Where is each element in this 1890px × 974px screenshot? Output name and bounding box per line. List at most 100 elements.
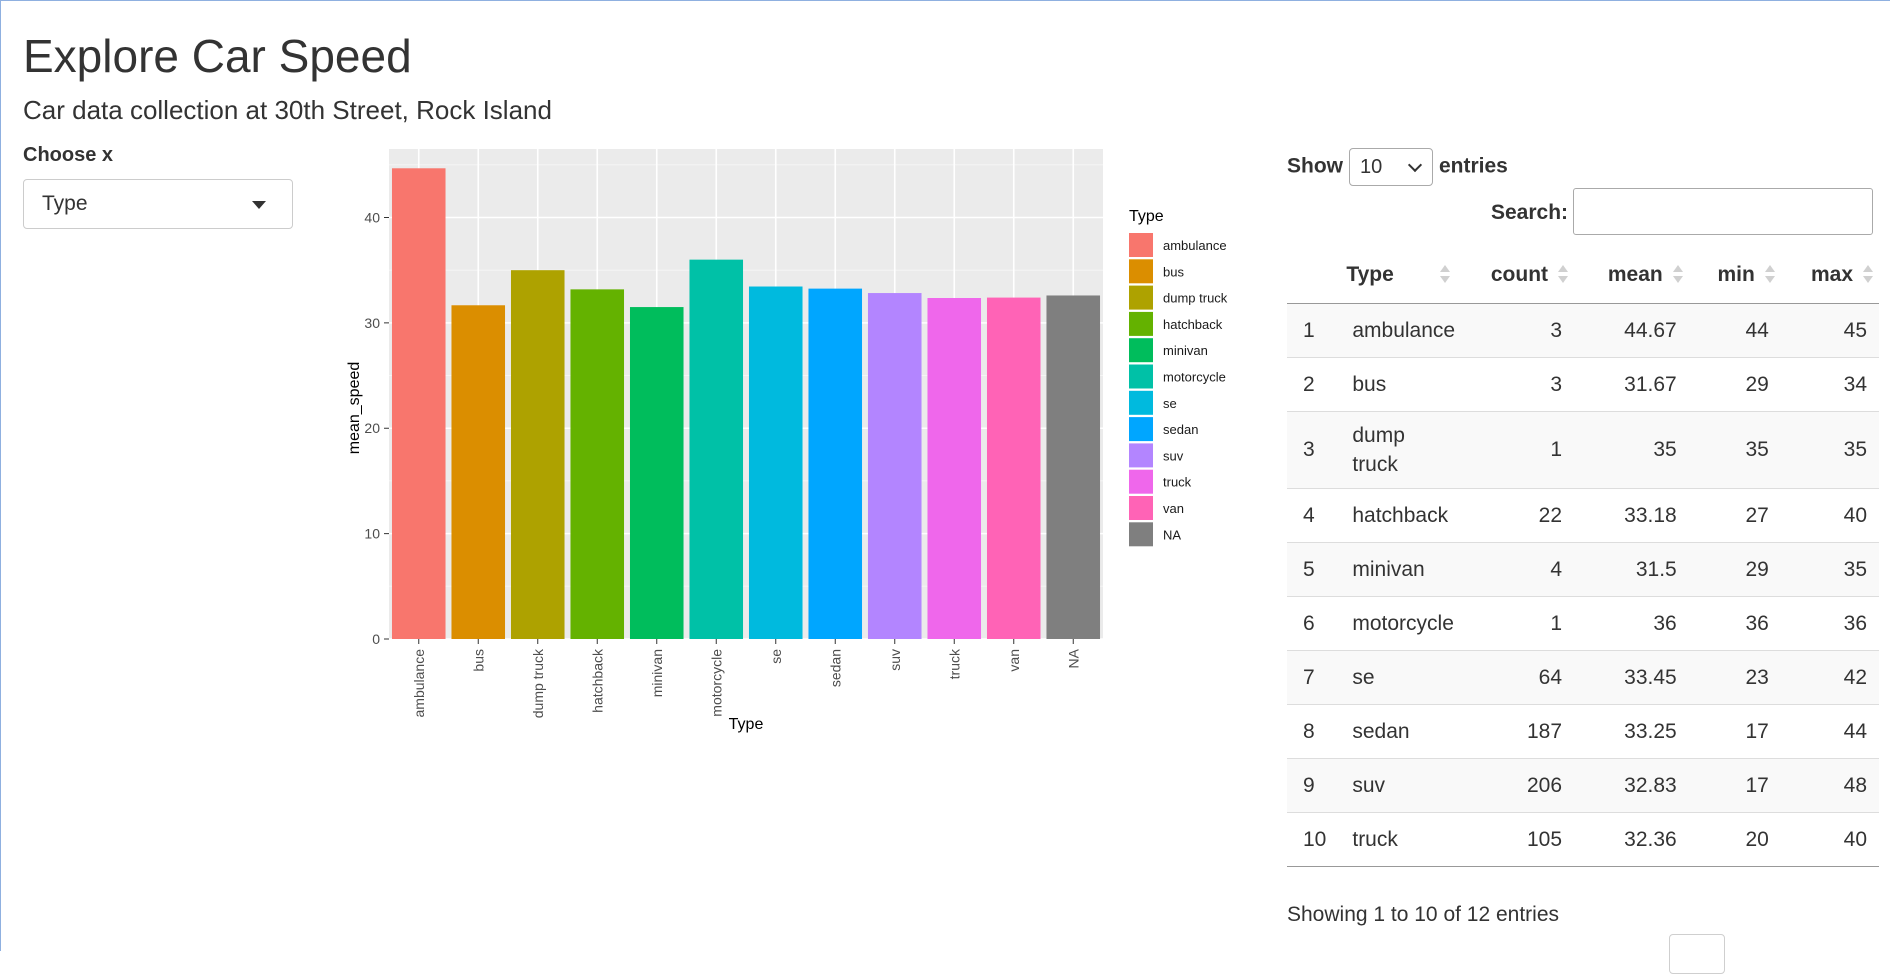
column-header-mean[interactable]: mean bbox=[1574, 247, 1689, 304]
search-label: Search: bbox=[1491, 201, 1569, 224]
x-tick-label: hatchback bbox=[589, 648, 605, 713]
x-tick-label: motorcycle bbox=[708, 649, 724, 717]
table-cell-count: 1 bbox=[1456, 410, 1575, 488]
table-cell-min: 20 bbox=[1688, 811, 1781, 867]
bar-minivan bbox=[629, 307, 684, 639]
table-info: Showing 1 to 10 of 12 entries bbox=[1287, 903, 1560, 926]
table-cell-min: 29 bbox=[1688, 541, 1781, 596]
bar-ambulance bbox=[391, 168, 446, 639]
legend-label: NA bbox=[1163, 527, 1181, 542]
table-row: 8 sedan 187 33.25 17 44 bbox=[1287, 703, 1879, 758]
table-cell-type: suv bbox=[1338, 757, 1457, 812]
entries-length-select[interactable]: 10 bbox=[1349, 148, 1433, 186]
legend-key bbox=[1129, 233, 1153, 257]
column-header-count[interactable]: count bbox=[1456, 247, 1575, 304]
legend-key bbox=[1129, 390, 1153, 415]
x-tick-label: ambulance bbox=[411, 649, 427, 718]
x-tick-label: suv bbox=[887, 649, 903, 671]
legend-title: Type bbox=[1129, 208, 1164, 225]
legend-key bbox=[1129, 496, 1153, 520]
table-cell-count: 22 bbox=[1456, 487, 1575, 542]
table-cell-type: bus bbox=[1338, 356, 1457, 411]
x-tick-label: dump truck bbox=[530, 648, 546, 718]
column-header-type[interactable]: Type bbox=[1338, 247, 1457, 304]
bar-dump-truck bbox=[510, 270, 565, 639]
table-cell-idx: 10 bbox=[1287, 811, 1339, 867]
sort-icon bbox=[1672, 265, 1683, 285]
legend-label: sedan bbox=[1163, 422, 1198, 437]
entries-length-control: Show 10 entries bbox=[1287, 148, 1508, 186]
column-header-max[interactable]: max bbox=[1780, 247, 1879, 304]
bar-NA bbox=[1046, 295, 1101, 639]
choose-x-selected-value: Type bbox=[42, 192, 88, 215]
column-header-min[interactable]: min bbox=[1688, 247, 1781, 304]
table-cell-min: 17 bbox=[1688, 703, 1781, 758]
table-cell-count: 3 bbox=[1456, 356, 1575, 411]
table-cell-idx: 8 bbox=[1287, 703, 1339, 758]
legend-label: hatchback bbox=[1163, 317, 1223, 332]
table-cell-type: minivan bbox=[1338, 541, 1457, 596]
y-tick-label: 10 bbox=[364, 526, 380, 542]
legend-key bbox=[1129, 469, 1153, 494]
choose-x-select[interactable]: Type bbox=[23, 179, 293, 229]
search-input[interactable] bbox=[1573, 188, 1873, 235]
legend-label: ambulance bbox=[1163, 238, 1227, 253]
table-row: 7 se 64 33.45 23 42 bbox=[1287, 649, 1879, 704]
table-cell-count: 4 bbox=[1456, 541, 1575, 596]
table-cell-type: ambulance bbox=[1338, 302, 1457, 357]
legend-label: se bbox=[1163, 396, 1177, 411]
table-cell-idx: 1 bbox=[1287, 302, 1339, 357]
table-cell-mean: 32.36 bbox=[1574, 811, 1689, 867]
entries-length-value: 10 bbox=[1360, 156, 1383, 178]
table-row: 2 bus 3 31.67 29 34 bbox=[1287, 356, 1879, 411]
table-cell-idx: 4 bbox=[1287, 487, 1339, 542]
table-cell-max: 45 bbox=[1780, 302, 1879, 357]
legend-key bbox=[1129, 285, 1153, 310]
table-cell-min: 27 bbox=[1688, 487, 1781, 542]
table-cell-max: 40 bbox=[1780, 811, 1879, 867]
table-cell-max: 35 bbox=[1780, 410, 1879, 488]
bar-van bbox=[986, 297, 1041, 639]
x-tick-label: minivan bbox=[649, 649, 665, 697]
legend-key bbox=[1129, 311, 1153, 336]
mean-speed-bar-chart: 0 10 20 30 40 ambulance bus dump truck hatchback… bbox=[346, 149, 1228, 733]
table-cell-idx: 7 bbox=[1287, 649, 1339, 704]
legend-label: truck bbox=[1163, 475, 1192, 490]
table-row: 1 ambulance 3 44.67 44 45 bbox=[1287, 302, 1879, 357]
pagination-button[interactable] bbox=[1669, 934, 1725, 974]
table-cell-idx: 3 bbox=[1287, 410, 1339, 488]
legend-label: dump truck bbox=[1163, 291, 1228, 306]
table-cell-idx: 9 bbox=[1287, 757, 1339, 812]
page-subtitle: Car data collection at 30th Street, Rock… bbox=[23, 95, 552, 125]
x-tick-label: truck bbox=[946, 648, 962, 679]
sort-icon bbox=[1440, 265, 1451, 285]
table-cell-mean: 31.67 bbox=[1574, 356, 1689, 411]
y-tick-label: 40 bbox=[364, 209, 380, 225]
bar-se bbox=[748, 286, 803, 639]
table-cell-min: 29 bbox=[1688, 356, 1781, 411]
table-cell-min: 35 bbox=[1688, 410, 1781, 488]
table-cell-idx: 6 bbox=[1287, 595, 1339, 650]
table-cell-mean: 36 bbox=[1574, 595, 1689, 650]
legend-label: minivan bbox=[1163, 343, 1208, 358]
table-cell-max: 34 bbox=[1780, 356, 1879, 411]
x-tick-label: bus bbox=[470, 649, 486, 672]
table-cell-mean: 33.18 bbox=[1574, 487, 1689, 542]
table-cell-mean: 31.5 bbox=[1574, 541, 1689, 596]
table-cell-mean: 32.83 bbox=[1574, 757, 1689, 812]
y-tick-label: 0 bbox=[372, 631, 380, 647]
bar-bus bbox=[451, 305, 506, 639]
table-row: 6 motorcycle 1 36 36 36 bbox=[1287, 595, 1879, 650]
table-cell-min: 17 bbox=[1688, 757, 1781, 812]
y-tick-label: 20 bbox=[364, 420, 380, 436]
x-axis-title: Type bbox=[729, 716, 764, 733]
table-cell-min: 23 bbox=[1688, 649, 1781, 704]
table-cell-max: 42 bbox=[1780, 649, 1879, 704]
table-cell-max: 40 bbox=[1780, 487, 1879, 542]
table-cell-count: 1 bbox=[1456, 595, 1575, 650]
table-cell-idx: 5 bbox=[1287, 541, 1339, 596]
table-cell-type: se bbox=[1338, 649, 1457, 704]
caret-down-icon bbox=[252, 201, 266, 209]
bar-sedan bbox=[808, 288, 863, 639]
bar-truck bbox=[927, 298, 982, 639]
